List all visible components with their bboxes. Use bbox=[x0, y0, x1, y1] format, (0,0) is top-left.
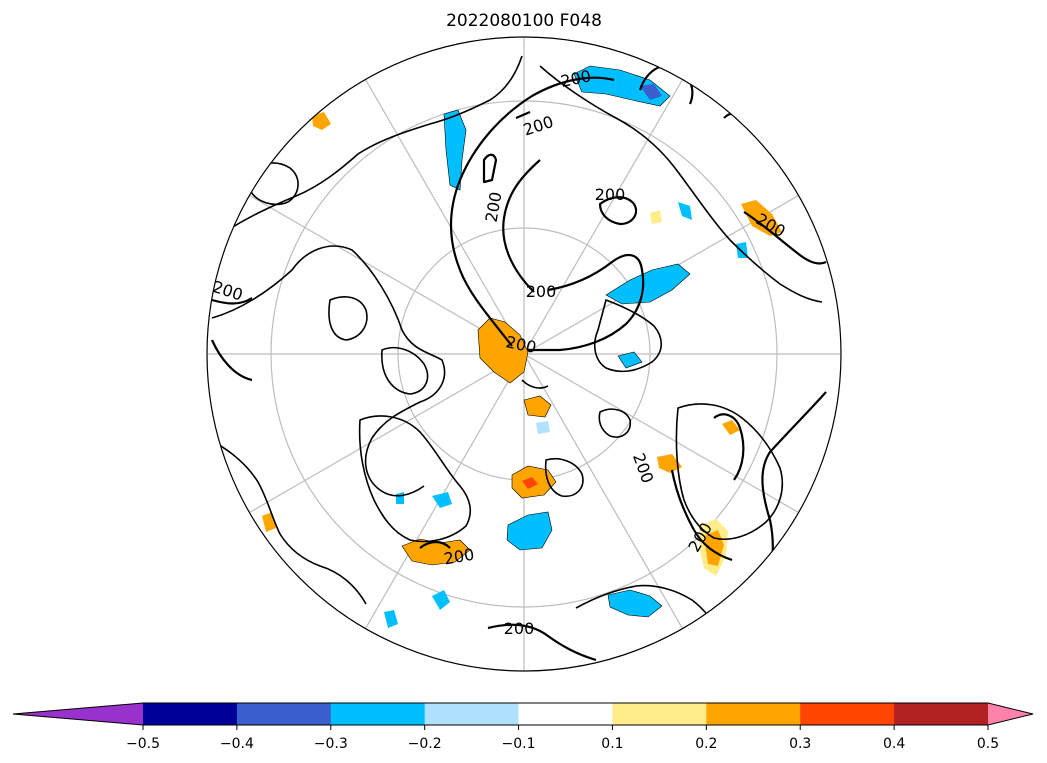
colorbar-extend-low bbox=[13, 703, 143, 725]
colorbar-tick-label: 0.4 bbox=[883, 736, 905, 752]
coastline bbox=[328, 296, 368, 341]
contour-label: 200 bbox=[521, 112, 556, 140]
colorbar-tick-label: −0.4 bbox=[220, 736, 254, 752]
map-title: 2022080100 F048 bbox=[446, 11, 602, 31]
contour-label: 200 bbox=[504, 619, 535, 638]
shaded-field-layer bbox=[262, 65, 782, 628]
coastline bbox=[593, 299, 663, 373]
colorbar-bin bbox=[612, 703, 707, 725]
colorbar-tick-label: −0.3 bbox=[314, 736, 348, 752]
contour-line bbox=[743, 211, 827, 265]
contour-line bbox=[449, 76, 615, 347]
polar-map: 200 200 200 200 200 200 200 200 200 200 … bbox=[207, 37, 841, 671]
colorbar-bin bbox=[236, 703, 332, 725]
negative-region bbox=[573, 65, 671, 107]
colorbar-tick-label: −0.2 bbox=[408, 736, 442, 752]
colorbar-bin bbox=[706, 703, 801, 725]
positive-region bbox=[401, 538, 471, 566]
colorbar-tick-label: 0.5 bbox=[977, 736, 999, 752]
colorbar-tick-label: −0.1 bbox=[502, 736, 536, 752]
contour-line bbox=[528, 253, 645, 352]
colorbar-bin bbox=[518, 703, 613, 725]
contour-label: 200 bbox=[629, 451, 657, 486]
contour-line bbox=[760, 391, 827, 605]
colorbar-tick-label: −0.5 bbox=[126, 736, 160, 752]
colorbar-bin bbox=[424, 703, 520, 725]
colorbar: −0.5 −0.4 −0.3 −0.2 −0.1 0.1 0.2 0.3 0.4 0.5 bbox=[12, 702, 1034, 752]
map-boundary bbox=[206, 36, 842, 672]
negative-region bbox=[536, 421, 550, 434]
negative-region bbox=[432, 492, 452, 508]
coastline bbox=[539, 65, 823, 303]
coastline bbox=[521, 379, 549, 389]
coastline bbox=[213, 441, 367, 605]
colorbar-bin bbox=[143, 703, 238, 725]
negative-region bbox=[617, 351, 643, 369]
contour-line bbox=[210, 339, 253, 382]
positive-region bbox=[262, 512, 276, 532]
positive-region bbox=[741, 200, 782, 236]
contour-label: 200 bbox=[442, 545, 475, 569]
colorbar-tick-label: 0.3 bbox=[789, 736, 811, 752]
negative-region bbox=[678, 202, 692, 220]
contour-label: 200 bbox=[595, 185, 626, 204]
colorbar-extend-high bbox=[988, 703, 1033, 725]
coastline bbox=[227, 55, 523, 231]
positive-region bbox=[477, 317, 529, 384]
negative-region bbox=[506, 511, 553, 551]
coastline bbox=[544, 458, 584, 498]
contour-line bbox=[211, 297, 253, 305]
contour-line bbox=[502, 159, 541, 293]
coastline bbox=[381, 346, 429, 395]
positive-region bbox=[657, 454, 682, 473]
contour-line bbox=[515, 110, 531, 120]
negative-region bbox=[396, 492, 404, 504]
coastline bbox=[675, 403, 784, 540]
negative-region-core bbox=[640, 84, 662, 100]
coastline bbox=[598, 408, 632, 438]
contour-label: 200 bbox=[482, 190, 506, 223]
positive-region-core bbox=[522, 477, 538, 489]
positive-region bbox=[312, 112, 331, 130]
negative-region bbox=[607, 589, 663, 618]
contour-line bbox=[598, 196, 638, 226]
positive-region bbox=[650, 210, 662, 224]
contour-line bbox=[670, 469, 733, 562]
coastline bbox=[358, 415, 472, 543]
positive-region bbox=[722, 420, 740, 435]
positive-region bbox=[523, 395, 552, 418]
negative-region bbox=[605, 263, 691, 305]
contour-line bbox=[419, 540, 451, 549]
coastline bbox=[211, 245, 446, 497]
negative-region bbox=[432, 590, 450, 610]
contour-label: 200 bbox=[526, 282, 557, 301]
colorbar-bin bbox=[800, 703, 895, 725]
colorbar-bin bbox=[330, 703, 426, 725]
colorbar-tick-label: 0.1 bbox=[601, 736, 623, 752]
contour-line bbox=[713, 413, 745, 481]
contour-line bbox=[487, 623, 597, 662]
negative-region bbox=[443, 109, 467, 191]
contour-line bbox=[482, 153, 498, 184]
colorbar-bin bbox=[894, 703, 989, 725]
negative-region bbox=[384, 610, 398, 628]
colorbar-tick-label: 0.2 bbox=[695, 736, 717, 752]
